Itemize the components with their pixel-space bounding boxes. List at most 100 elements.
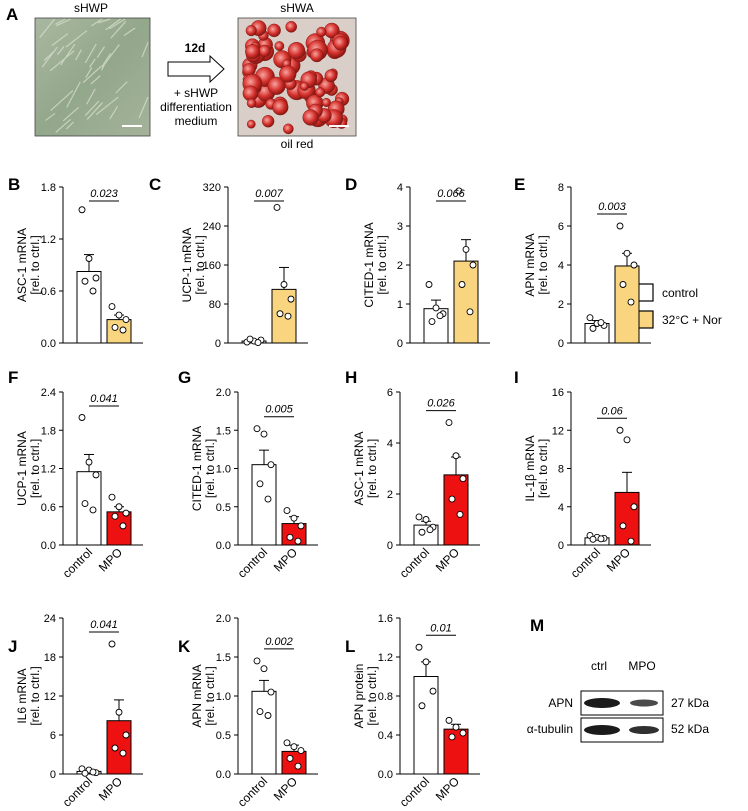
blot-row-apn: APN bbox=[548, 696, 573, 710]
y-tick-label: 2.0 bbox=[216, 387, 231, 399]
x-category-label: MPO bbox=[433, 545, 462, 574]
bar-treated bbox=[106, 720, 132, 775]
y-tick-label: 8 bbox=[558, 464, 564, 476]
y-tick-label: 6 bbox=[558, 221, 564, 233]
data-point bbox=[267, 461, 275, 469]
data-point bbox=[627, 298, 635, 306]
data-point bbox=[630, 261, 638, 269]
data-point bbox=[89, 768, 97, 776]
y-axis-unit: [rel. to ctrl.] bbox=[536, 439, 550, 498]
y-axis-label: ASC-1 mRNA bbox=[15, 228, 29, 302]
y-axis-unit: [rel. to ctrl.] bbox=[203, 439, 217, 498]
data-point bbox=[459, 475, 467, 483]
y-axis-unit: [rel. to ctrl.] bbox=[536, 235, 550, 294]
data-point bbox=[297, 747, 305, 755]
data-point bbox=[294, 762, 302, 770]
shwa-title: sHWA bbox=[280, 1, 314, 15]
data-point bbox=[115, 708, 123, 716]
y-tick-label: 2.4 bbox=[41, 387, 56, 399]
data-point bbox=[122, 731, 130, 739]
data-point bbox=[256, 480, 264, 488]
y-tick-label: 0 bbox=[558, 540, 564, 552]
panel-label-e: E bbox=[514, 175, 525, 194]
y-axis-unit: [rel. to ctrl.] bbox=[365, 666, 379, 725]
differentiation-arrow: 12d + sHWP differentiation medium bbox=[160, 41, 232, 128]
chart-i: I 0 4 8 12 16 IL-1β mRNA [rel. to ctrl.] 0.06 con… bbox=[514, 368, 651, 581]
y-tick-label: 80 bbox=[209, 299, 221, 311]
p-value: 0.01 bbox=[430, 622, 451, 634]
data-point bbox=[436, 312, 444, 320]
y-axis-label: ASC-1 mRNA bbox=[352, 431, 366, 505]
panel-label-i: I bbox=[514, 368, 519, 387]
data-point bbox=[81, 500, 89, 508]
blot-apn bbox=[580, 690, 664, 716]
y-tick-label: 4 bbox=[558, 502, 564, 514]
y-tick-label: 0.5 bbox=[216, 730, 231, 742]
bar-control bbox=[76, 471, 102, 546]
data-point bbox=[253, 425, 261, 433]
bar-control bbox=[76, 271, 102, 344]
chart-d: D 0 1 2 3 4 CITED-1 mRNA [rel. to ctrl.] 0.066 bbox=[345, 175, 490, 350]
y-tick-label: 1 bbox=[397, 299, 403, 311]
bar-treated bbox=[614, 265, 640, 344]
p-value: 0.066 bbox=[437, 188, 465, 200]
bar-treated bbox=[614, 491, 640, 546]
data-point bbox=[108, 640, 116, 648]
data-point bbox=[619, 522, 627, 530]
data-point bbox=[260, 430, 268, 438]
data-point bbox=[445, 716, 453, 724]
data-point bbox=[616, 222, 624, 230]
data-point bbox=[425, 281, 433, 288]
y-axis-label: CITED-1 mRNA bbox=[190, 426, 204, 511]
bar-treated bbox=[106, 319, 132, 344]
y-tick-label: 1.8 bbox=[41, 182, 56, 194]
p-value: 0.041 bbox=[90, 619, 118, 631]
y-tick-label: 0.0 bbox=[41, 338, 56, 350]
y-tick-label: 0 bbox=[215, 338, 221, 350]
p-value: 0.007 bbox=[255, 188, 283, 200]
data-point bbox=[115, 311, 123, 319]
bar-treated bbox=[443, 474, 469, 546]
data-point bbox=[418, 702, 426, 710]
lane-label-ctrl: ctrl bbox=[591, 659, 607, 673]
y-tick-label: 1.8 bbox=[41, 425, 56, 437]
y-tick-label: 12 bbox=[552, 425, 564, 437]
data-point bbox=[462, 245, 470, 253]
y-axis-label: CITED-1 mRNA bbox=[362, 222, 376, 307]
chart-b: B 0.0 0.6 1.2 1.8 ASC-1 mRNA [rel. to ctrl.] 0.… bbox=[8, 175, 143, 350]
data-point bbox=[92, 471, 100, 479]
y-tick-label: 2.0 bbox=[216, 613, 231, 625]
panel-m: M ctrl MPO APN 27 kDa α-tubulin 52 kDa bbox=[527, 616, 709, 743]
p-value: 0.041 bbox=[90, 393, 118, 405]
y-tick-label: 320 bbox=[203, 182, 221, 194]
y-tick-label: 6 bbox=[387, 387, 393, 399]
chart-h: H 0 2 4 6 ASC-1 mRNA [rel. to ctrl.] 0.026 contr… bbox=[345, 368, 480, 581]
panel-label-d: D bbox=[345, 175, 357, 194]
y-tick-label: 240 bbox=[203, 221, 221, 233]
panel-label-j: J bbox=[8, 637, 17, 656]
data-point bbox=[586, 314, 594, 322]
y-axis-unit: [rel. to ctrl.] bbox=[203, 666, 217, 725]
y-tick-label: 3 bbox=[397, 221, 403, 233]
y-tick-label: 0.8 bbox=[378, 691, 393, 703]
data-point bbox=[448, 733, 456, 741]
data-point bbox=[452, 723, 460, 731]
data-point bbox=[589, 324, 597, 332]
y-tick-label: 1.2 bbox=[41, 234, 56, 246]
arrow-note-2: differentiation bbox=[160, 100, 232, 114]
y-tick-label: 1.5 bbox=[216, 425, 231, 437]
y-tick-label: 0.6 bbox=[41, 502, 56, 514]
x-category-label: MPO bbox=[433, 774, 462, 803]
y-tick-label: 0.0 bbox=[216, 769, 231, 781]
y-axis-label: APN mRNA bbox=[523, 233, 537, 296]
chart-k: K 0.0 0.5 1.0 1.5 2.0 APN mRNA [rel. to ctrl.] 0… bbox=[178, 613, 318, 810]
data-point bbox=[623, 436, 631, 444]
x-category-label: control bbox=[235, 545, 270, 580]
data-point bbox=[290, 514, 298, 522]
shwp-title: sHWP bbox=[74, 1, 108, 15]
blot-tubulin bbox=[580, 717, 664, 743]
x-category-label: MPO bbox=[96, 545, 125, 574]
data-point bbox=[85, 255, 93, 262]
